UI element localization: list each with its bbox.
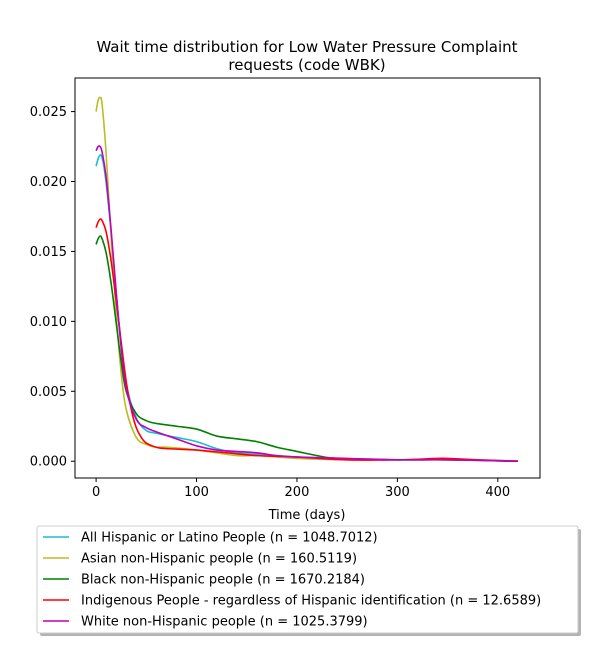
legend-label-4: Indigenous People - regardless of Hispan… <box>81 594 541 609</box>
x-tick-label: 100 <box>184 485 209 500</box>
series-layer <box>95 96 518 463</box>
legend: All Hispanic or Latino People (n = 1048.… <box>36 525 581 636</box>
y-tick-label: 0.000 <box>30 455 67 470</box>
legend-label-1: All Hispanic or Latino People (n = 1048.… <box>81 531 378 546</box>
series-line-1 <box>95 154 518 463</box>
series-line-5 <box>95 145 518 463</box>
y-tick-label: 0.025 <box>30 105 67 120</box>
x-axis-label: Time (days) <box>268 508 346 523</box>
chart-title-line-1: Wait time distribution for Low Water Pre… <box>96 38 517 56</box>
series-line-2 <box>95 96 518 463</box>
x-axis: 0 100 200 300 400 <box>92 478 510 500</box>
y-tick-label: 0.020 <box>30 175 67 190</box>
x-tick-label: 0 <box>92 485 100 500</box>
legend-label-5: White non-Hispanic people (n = 1025.3799… <box>81 615 368 630</box>
plot-frame <box>74 77 541 479</box>
x-tick-label: 400 <box>485 485 510 500</box>
legend-entries: All Hispanic or Latino People (n = 1048.… <box>43 531 541 630</box>
chart-title-line-2: requests (code WBK) <box>228 56 385 74</box>
legend-label-3: Black non-Hispanic people (n = 1670.2184… <box>81 573 365 588</box>
series-line-3 <box>95 235 518 463</box>
y-axis: 0.000 0.005 0.010 0.015 0.020 0.025 <box>30 105 75 470</box>
legend-box <box>36 525 579 634</box>
x-tick-label: 300 <box>385 485 410 500</box>
y-tick-label: 0.010 <box>30 315 67 330</box>
y-tick-label: 0.015 <box>30 245 67 260</box>
x-tick-label: 200 <box>285 485 310 500</box>
legend-label-2: Asian non-Hispanic people (n = 160.5119) <box>81 552 357 567</box>
y-tick-label: 0.005 <box>30 385 67 400</box>
series-line-4 <box>95 218 518 463</box>
